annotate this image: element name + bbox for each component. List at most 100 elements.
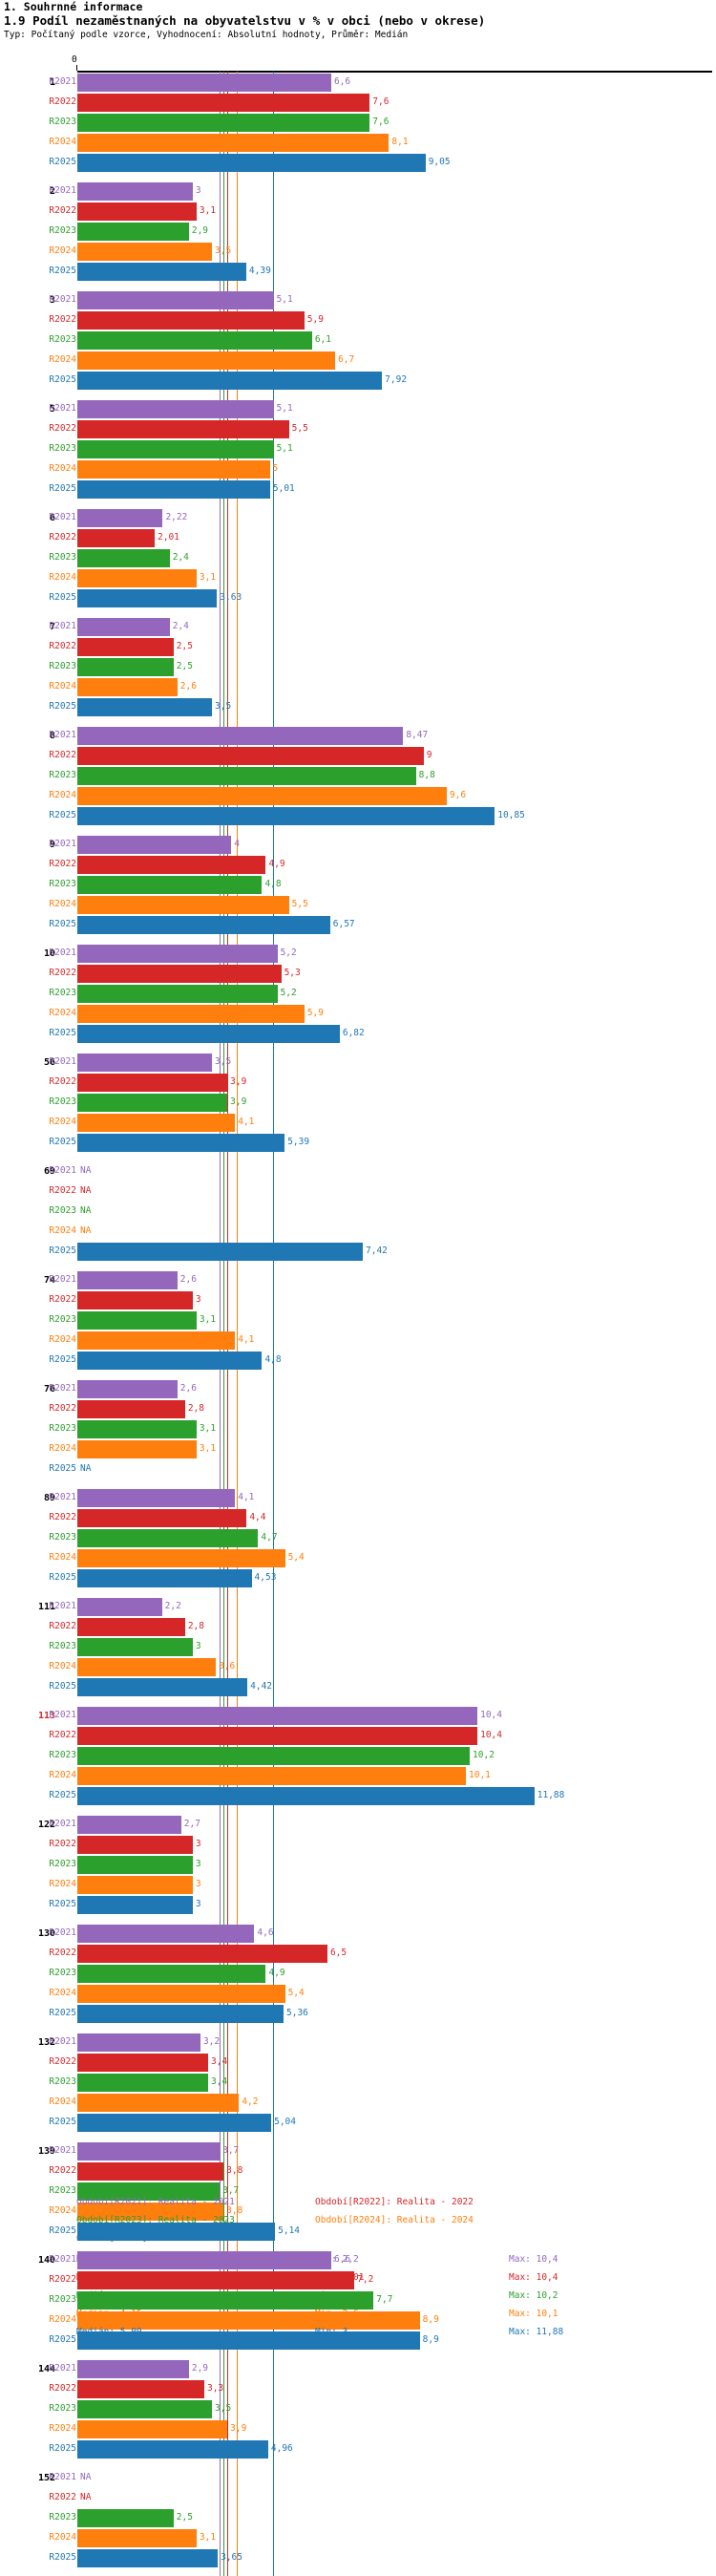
bar-R2025[interactable]	[77, 2440, 268, 2459]
bar-R2021[interactable]	[77, 2251, 331, 2269]
bar-R2022[interactable]	[77, 529, 155, 547]
bar-R2021[interactable]	[77, 727, 404, 745]
bar-R2022[interactable]	[77, 202, 197, 221]
bar-R2021[interactable]	[77, 291, 274, 309]
bar-R2021[interactable]	[77, 1598, 162, 1616]
bar-R2023[interactable]	[77, 1529, 259, 1547]
bar-R2022[interactable]	[77, 1074, 228, 1092]
bar-R2024[interactable]	[77, 1549, 285, 1567]
bar-R2021[interactable]	[77, 509, 163, 527]
bar-R2023[interactable]	[77, 2291, 374, 2310]
bar-R2023[interactable]	[77, 1856, 193, 1874]
bar-R2024[interactable]	[77, 1876, 193, 1894]
bar-R2022[interactable]	[77, 856, 266, 874]
bar-R2023[interactable]	[77, 658, 174, 676]
bar-R2025[interactable]	[77, 1134, 285, 1152]
bar-R2023[interactable]	[77, 2509, 174, 2527]
bar-R2025[interactable]	[77, 1678, 248, 1696]
bar-R2021[interactable]	[77, 836, 232, 854]
bar-R2023[interactable]	[77, 1094, 228, 1112]
bar-R2025[interactable]	[77, 807, 495, 825]
bar-R2025[interactable]	[77, 1896, 193, 1914]
bar-R2021[interactable]	[77, 1816, 181, 1834]
bar-R2024[interactable]	[77, 1440, 197, 1458]
bar-R2022[interactable]	[77, 420, 289, 438]
bar-R2022[interactable]	[77, 1291, 193, 1309]
bar-R2024[interactable]	[77, 1658, 217, 1676]
bar-R2023[interactable]	[77, 1638, 193, 1656]
bar-R2024[interactable]	[77, 2203, 224, 2221]
bar-R2023[interactable]	[77, 767, 416, 785]
bar-R2025[interactable]	[77, 2549, 219, 2567]
bar-R2024[interactable]	[77, 351, 335, 370]
bar-R2023[interactable]	[77, 331, 312, 350]
bar-R2024[interactable]	[77, 896, 289, 914]
bar-R2025[interactable]	[77, 1569, 252, 1587]
bar-R2022[interactable]	[77, 638, 174, 656]
bar-R2025[interactable]	[77, 2331, 420, 2350]
bar-R2021[interactable]	[77, 945, 278, 963]
bar-R2021[interactable]	[77, 74, 331, 92]
bar-R2022[interactable]	[77, 311, 305, 330]
bar-R2023[interactable]	[77, 2400, 213, 2418]
bar-R2024[interactable]	[77, 678, 178, 696]
bar-R2025[interactable]	[77, 1352, 263, 1370]
bar-R2023[interactable]	[77, 440, 274, 458]
bar-R2022[interactable]	[77, 965, 282, 983]
bar-R2024[interactable]	[77, 1005, 305, 1023]
bar-R2022[interactable]	[77, 747, 424, 765]
bar-R2021[interactable]	[77, 1489, 236, 1507]
bar-R2025[interactable]	[77, 372, 383, 390]
bar-R2022[interactable]	[77, 2271, 355, 2289]
bar-R2021[interactable]	[77, 182, 193, 201]
bar-R2021[interactable]	[77, 2142, 221, 2161]
bar-R2024[interactable]	[77, 1985, 285, 2003]
bar-R2024[interactable]	[77, 1114, 236, 1132]
bar-R2023[interactable]	[77, 1965, 266, 1983]
bar-R2025[interactable]	[77, 2114, 272, 2132]
bar-R2024[interactable]	[77, 787, 447, 805]
bar-R2023[interactable]	[77, 1311, 197, 1330]
bar-R2024[interactable]	[77, 1767, 467, 1785]
bar-R2022[interactable]	[77, 2162, 224, 2181]
bar-R2025[interactable]	[77, 154, 426, 172]
bar-R2023[interactable]	[77, 223, 189, 241]
bar-R2024[interactable]	[77, 460, 270, 479]
bar-R2025[interactable]	[77, 1025, 340, 1043]
bar-R2021[interactable]	[77, 2033, 200, 2052]
bar-R2022[interactable]	[77, 2054, 209, 2072]
bar-R2025[interactable]	[77, 263, 246, 281]
bar-R2024[interactable]	[77, 569, 197, 587]
bar-R2024[interactable]	[77, 2529, 197, 2547]
bar-R2022[interactable]	[77, 1509, 247, 1527]
bar-R2023[interactable]	[77, 1420, 197, 1438]
bar-R2025[interactable]	[77, 480, 270, 499]
bar-R2022[interactable]	[77, 1945, 327, 1963]
bar-R2024[interactable]	[77, 2420, 228, 2438]
bar-R2024[interactable]	[77, 2094, 240, 2112]
bar-R2021[interactable]	[77, 400, 274, 418]
bar-R2022[interactable]	[77, 1836, 193, 1854]
bar-R2021[interactable]	[77, 1925, 255, 1943]
bar-R2022[interactable]	[77, 1727, 478, 1745]
bar-R2025[interactable]	[77, 2005, 284, 2023]
bar-R2024[interactable]	[77, 2311, 420, 2330]
bar-R2021[interactable]	[77, 618, 170, 636]
bar-R2023[interactable]	[77, 2182, 221, 2201]
bar-R2024[interactable]	[77, 134, 390, 152]
bar-R2021[interactable]	[77, 1271, 178, 1289]
bar-R2025[interactable]	[77, 1787, 535, 1805]
bar-R2024[interactable]	[77, 1331, 236, 1350]
bar-R2023[interactable]	[77, 876, 263, 894]
bar-R2025[interactable]	[77, 2223, 276, 2241]
bar-R2025[interactable]	[77, 698, 213, 716]
bar-R2025[interactable]	[77, 1243, 364, 1261]
bar-R2024[interactable]	[77, 243, 213, 261]
bar-R2023[interactable]	[77, 549, 170, 567]
bar-R2022[interactable]	[77, 2380, 204, 2398]
bar-R2025[interactable]	[77, 589, 218, 607]
bar-R2022[interactable]	[77, 1618, 185, 1636]
bar-R2022[interactable]	[77, 1400, 185, 1418]
bar-R2023[interactable]	[77, 1747, 471, 1765]
bar-R2025[interactable]	[77, 916, 330, 934]
